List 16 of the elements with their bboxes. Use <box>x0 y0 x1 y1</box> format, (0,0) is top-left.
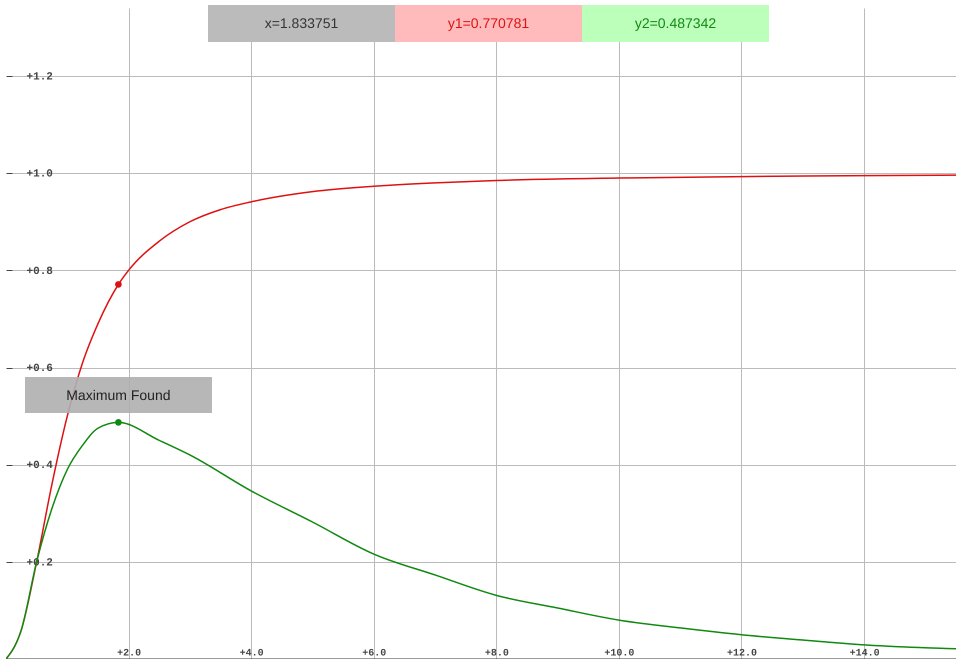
y-tick-label: +0.4 <box>26 460 54 472</box>
note-box: Maximum Found <box>24 377 212 414</box>
x-tick-label: +14.0 <box>850 648 880 660</box>
x-tick-label: +8.0 <box>484 648 509 660</box>
readout-box: y1=0.770781 <box>395 5 582 42</box>
y-tick-label: +1.0 <box>26 168 53 181</box>
y-tick-label: +0.6 <box>26 363 53 376</box>
x-tick-label: +10.0 <box>604 648 634 660</box>
y-tick-label: +1.2 <box>26 72 53 84</box>
x-tick-label: +2.0 <box>117 648 142 660</box>
x-tick-label: +6.0 <box>362 648 386 660</box>
x-tick-label: +4.0 <box>240 648 264 660</box>
x-tick-label: +12.0 <box>726 648 757 660</box>
readout-box: x=1.833751 <box>208 5 395 42</box>
y-tick-label: +0.8 <box>26 266 54 278</box>
readout-box: y2=0.487342 <box>582 5 769 42</box>
